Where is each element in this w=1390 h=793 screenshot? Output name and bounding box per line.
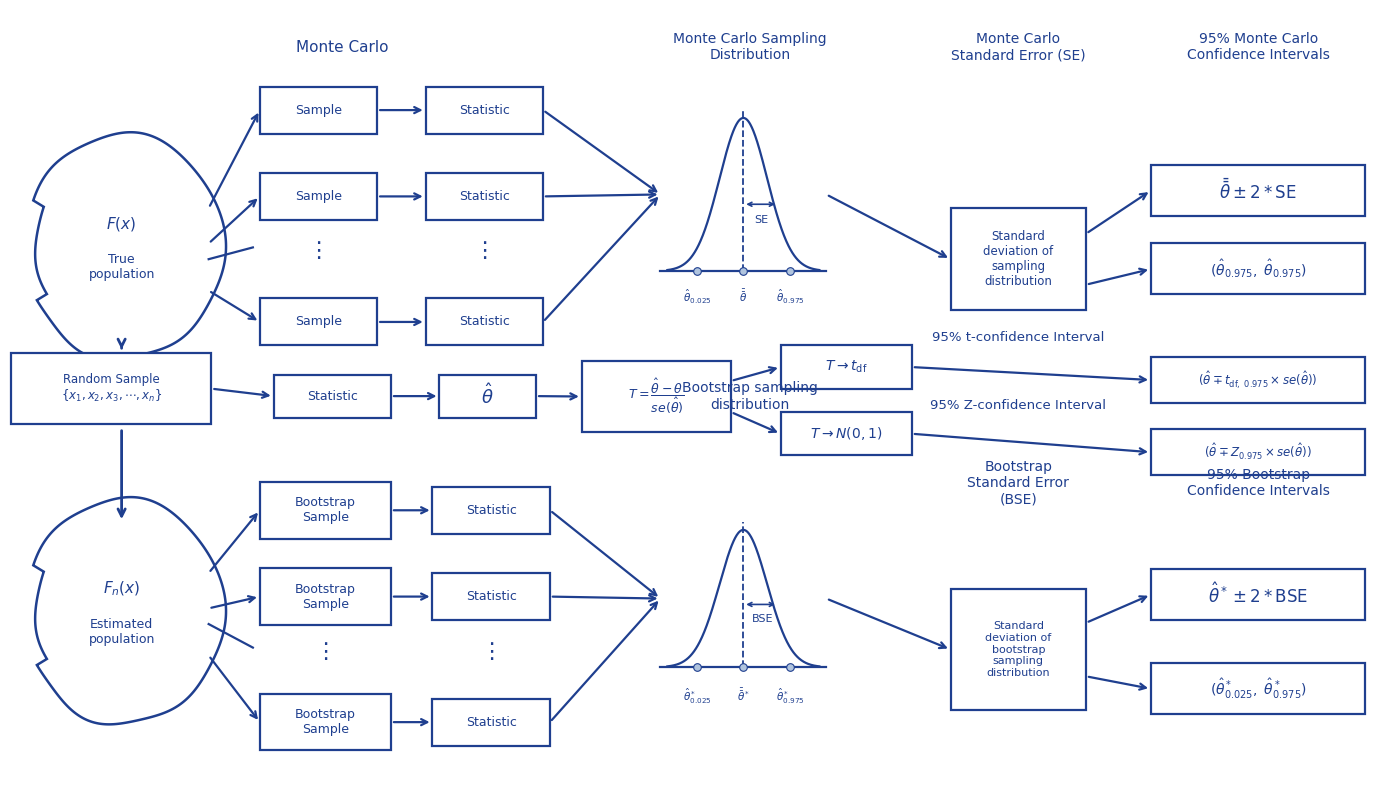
Text: Sample: Sample — [295, 316, 342, 328]
FancyBboxPatch shape — [1151, 358, 1365, 403]
FancyBboxPatch shape — [432, 699, 550, 745]
FancyBboxPatch shape — [260, 569, 391, 625]
Polygon shape — [33, 132, 227, 359]
Text: $(\hat{\theta} \mp t_{\mathrm{df},\ 0.975} \times se(\hat{\theta}))$: $(\hat{\theta} \mp t_{\mathrm{df},\ 0.97… — [1198, 370, 1318, 391]
Text: Sample: Sample — [295, 104, 342, 117]
FancyBboxPatch shape — [260, 86, 377, 134]
FancyBboxPatch shape — [1151, 243, 1365, 294]
Text: Standard
deviation of
bootstrap
sampling
distribution: Standard deviation of bootstrap sampling… — [986, 622, 1051, 678]
Text: Bootstrap sampling
distribution: Bootstrap sampling distribution — [682, 381, 819, 412]
Text: $\hat{\theta}^*_{0.975}$: $\hat{\theta}^*_{0.975}$ — [776, 687, 805, 706]
Text: BSE: BSE — [752, 614, 773, 623]
FancyBboxPatch shape — [260, 298, 377, 346]
Text: $\bar{\bar{\theta}}$: $\bar{\bar{\theta}}$ — [739, 288, 748, 305]
Text: ⋮: ⋮ — [473, 241, 495, 262]
FancyBboxPatch shape — [425, 298, 543, 346]
Text: Monte Carlo
Standard Error (SE): Monte Carlo Standard Error (SE) — [951, 33, 1086, 63]
Text: $T \rightarrow N(0,1)$: $T \rightarrow N(0,1)$ — [810, 425, 883, 442]
Text: Bootstrap
Sample: Bootstrap Sample — [295, 583, 356, 611]
Text: Statistic: Statistic — [459, 316, 510, 328]
Text: $\hat{\theta}^* \pm 2*\mathrm{BSE}$: $\hat{\theta}^* \pm 2*\mathrm{BSE}$ — [1208, 582, 1308, 607]
FancyBboxPatch shape — [260, 482, 391, 538]
FancyBboxPatch shape — [11, 354, 211, 424]
FancyBboxPatch shape — [432, 487, 550, 534]
Polygon shape — [33, 497, 227, 724]
Text: $\hat{\theta}_{0.975}$: $\hat{\theta}_{0.975}$ — [776, 288, 805, 306]
Text: $\bar{\bar{\theta}} \pm 2*\mathrm{SE}$: $\bar{\bar{\theta}} \pm 2*\mathrm{SE}$ — [1219, 178, 1297, 203]
FancyBboxPatch shape — [951, 209, 1086, 310]
Text: $F_n(x)$: $F_n(x)$ — [103, 580, 140, 598]
FancyBboxPatch shape — [1151, 165, 1365, 216]
Text: Standard
deviation of
sampling
distribution: Standard deviation of sampling distribut… — [983, 230, 1054, 288]
Text: 95% Z-confidence Interval: 95% Z-confidence Interval — [930, 400, 1106, 412]
Text: Statistic: Statistic — [466, 504, 517, 517]
FancyBboxPatch shape — [425, 173, 543, 220]
FancyBboxPatch shape — [581, 361, 731, 432]
Text: 95% t-confidence Interval: 95% t-confidence Interval — [933, 331, 1105, 344]
Text: Bootstrap
Sample: Bootstrap Sample — [295, 708, 356, 736]
Text: Monte Carlo: Monte Carlo — [296, 40, 389, 55]
Text: $(\hat{\theta}^*_{0.025},\ \hat{\theta}^*_{0.975})$: $(\hat{\theta}^*_{0.025},\ \hat{\theta}^… — [1209, 676, 1307, 701]
Text: Monte Carlo Sampling
Distribution: Monte Carlo Sampling Distribution — [673, 33, 827, 63]
Text: Random Sample
$\{x_1, x_2, x_3, \cdots, x_n\}$: Random Sample $\{x_1, x_2, x_3, \cdots, … — [61, 373, 163, 404]
Text: Sample: Sample — [295, 190, 342, 203]
Text: $\hat{\theta}_{0.025}$: $\hat{\theta}_{0.025}$ — [682, 288, 712, 306]
Text: $T \rightarrow t_{\mathrm{df}}$: $T \rightarrow t_{\mathrm{df}}$ — [824, 359, 867, 375]
Text: 95% Bootstrap
Confidence Intervals: 95% Bootstrap Confidence Intervals — [1187, 468, 1330, 498]
FancyBboxPatch shape — [1151, 663, 1365, 714]
Text: Statistic: Statistic — [307, 389, 357, 403]
Text: $\hat{\theta}$: $\hat{\theta}$ — [481, 384, 493, 408]
Text: Bootstrap
Sample: Bootstrap Sample — [295, 496, 356, 524]
FancyBboxPatch shape — [439, 374, 537, 418]
FancyBboxPatch shape — [425, 86, 543, 134]
FancyBboxPatch shape — [1151, 569, 1365, 620]
Text: ⋮: ⋮ — [480, 642, 502, 661]
FancyBboxPatch shape — [260, 694, 391, 750]
Text: ⋮: ⋮ — [307, 241, 329, 262]
FancyBboxPatch shape — [1151, 430, 1365, 475]
FancyBboxPatch shape — [781, 412, 912, 455]
Text: Statistic: Statistic — [459, 190, 510, 203]
Text: SE: SE — [755, 215, 769, 225]
Text: Statistic: Statistic — [459, 104, 510, 117]
Text: ⋮: ⋮ — [314, 642, 336, 661]
Text: $T = \dfrac{\hat{\theta} - \theta}{se(\hat{\theta})}$: $T = \dfrac{\hat{\theta} - \theta}{se(\h… — [628, 377, 685, 416]
Text: Statistic: Statistic — [466, 715, 517, 729]
Text: Estimated
population: Estimated population — [89, 618, 154, 646]
FancyBboxPatch shape — [951, 588, 1086, 711]
FancyBboxPatch shape — [260, 173, 377, 220]
FancyBboxPatch shape — [432, 573, 550, 620]
Text: $(\hat{\theta}_{0.975},\ \hat{\theta}_{0.975})$: $(\hat{\theta}_{0.975},\ \hat{\theta}_{0… — [1209, 258, 1307, 280]
Text: $\bar{\bar{\theta}}^*$: $\bar{\bar{\theta}}^*$ — [737, 687, 751, 703]
FancyBboxPatch shape — [274, 374, 391, 418]
Text: Bootstrap
Standard Error
(BSE): Bootstrap Standard Error (BSE) — [967, 460, 1069, 506]
FancyBboxPatch shape — [781, 346, 912, 389]
Text: True
population: True population — [89, 253, 154, 281]
Text: $(\hat{\theta} \mp Z_{0.975} \times se(\hat{\theta}))$: $(\hat{\theta} \mp Z_{0.975} \times se(\… — [1204, 442, 1312, 462]
Text: $F(x)$: $F(x)$ — [107, 215, 136, 233]
Text: 95% Monte Carlo
Confidence Intervals: 95% Monte Carlo Confidence Intervals — [1187, 33, 1330, 63]
Text: $\hat{\theta}^*_{0.025}$: $\hat{\theta}^*_{0.025}$ — [682, 687, 712, 706]
Text: Statistic: Statistic — [466, 590, 517, 603]
